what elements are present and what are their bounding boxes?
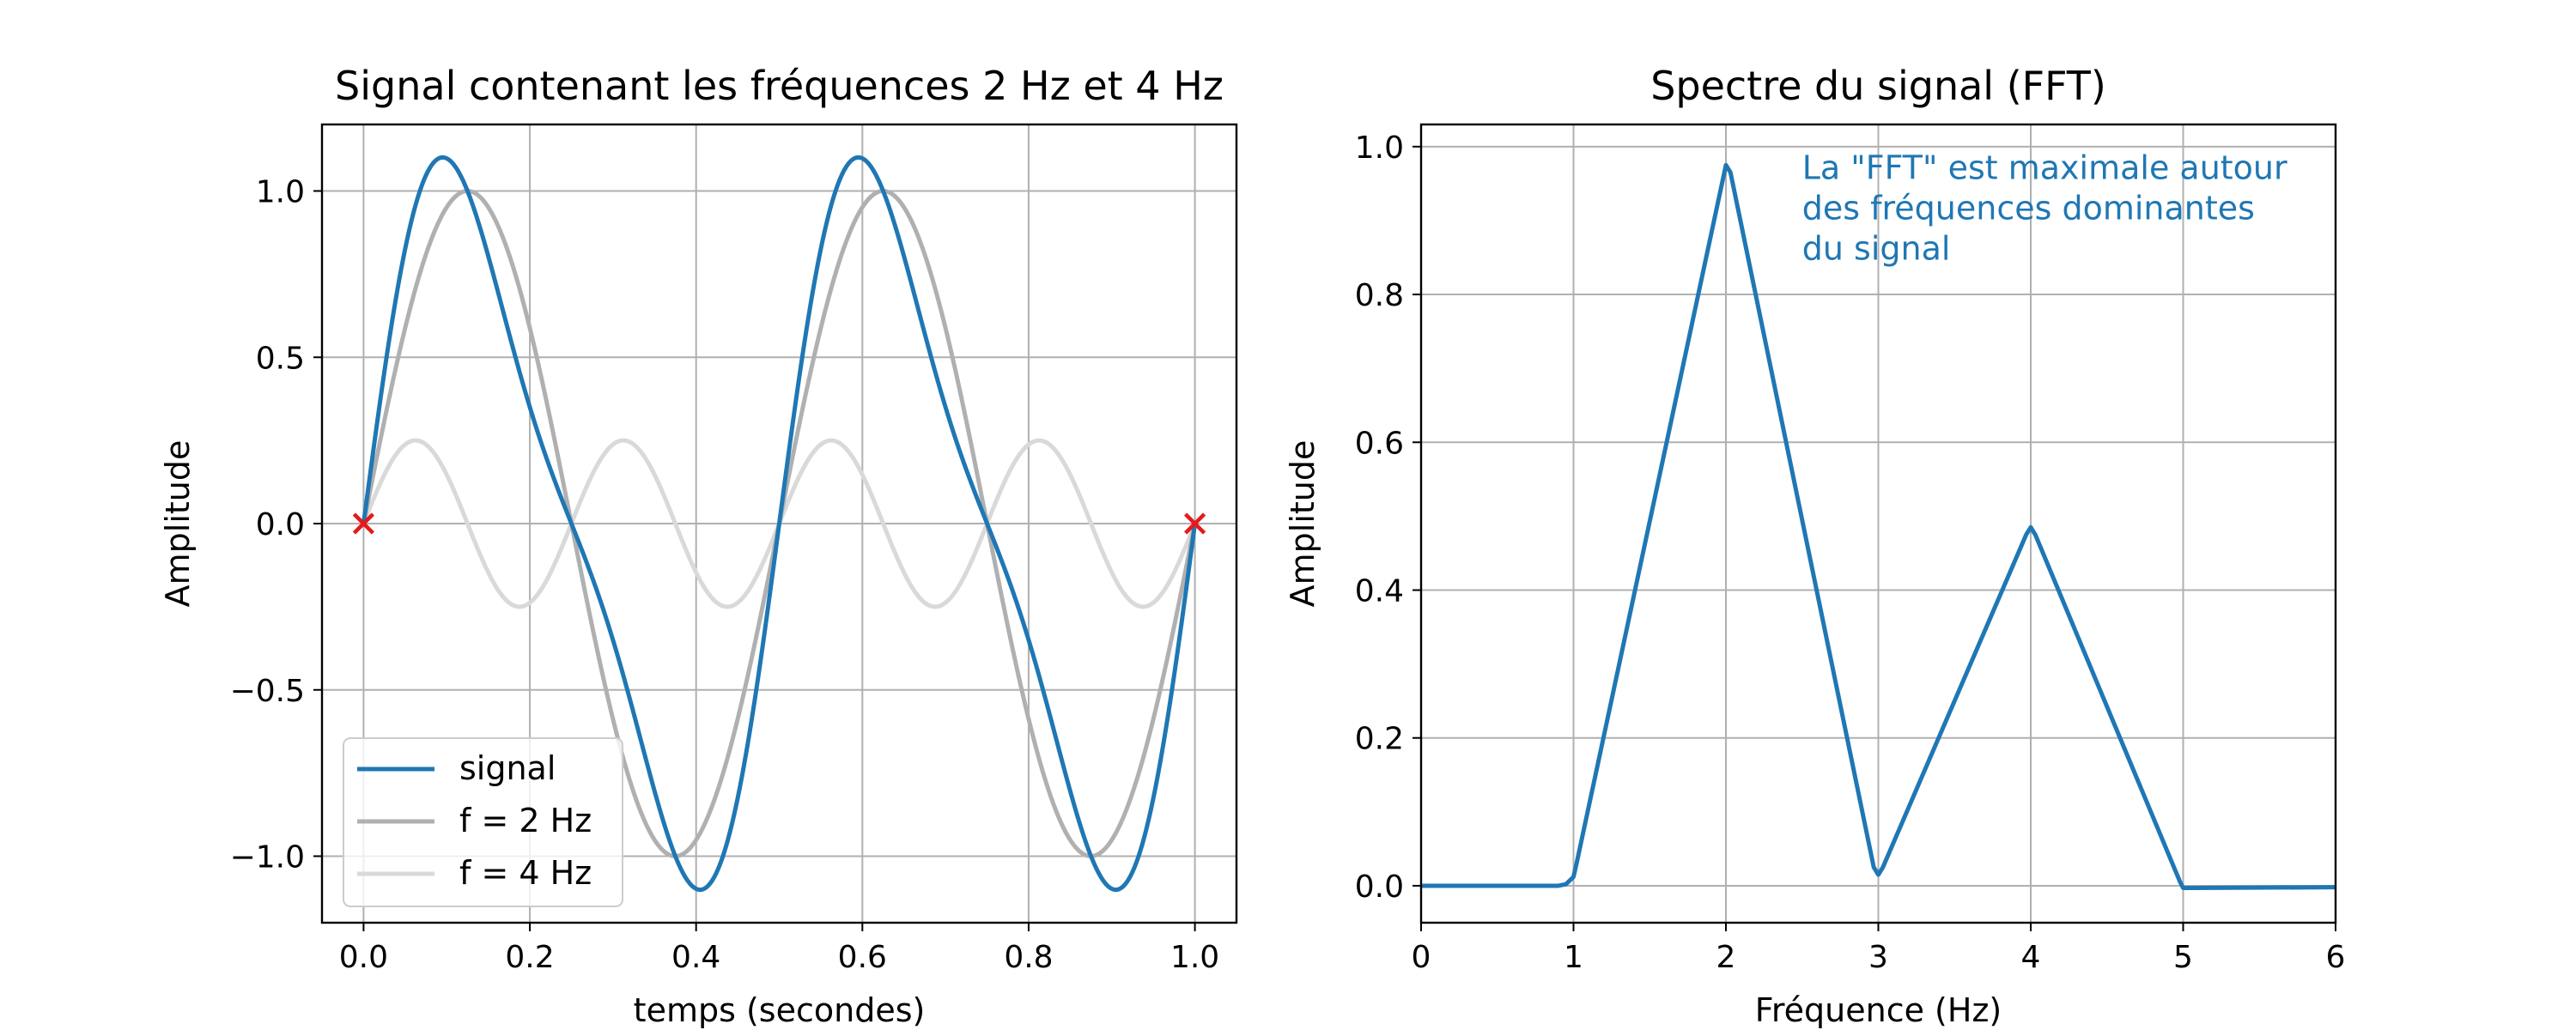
time-x-axis-label: temps (secondes) — [634, 991, 926, 1029]
legend-label-signal: signal — [459, 749, 556, 787]
time-x-tick-label: 0.6 — [838, 940, 887, 975]
time-ticks: 0.0 0.2 0.4 0.6 0.8 1.0 −1.0 −0.5 0.0 0.5 1.0 — [230, 175, 1220, 976]
time-y-tick-label: 1.0 — [256, 175, 305, 210]
fft-annotation-line: du signal — [1802, 230, 1951, 268]
fft-x-tick-label: 4 — [2021, 940, 2041, 975]
fft-y-tick-label: 0.0 — [1355, 869, 1404, 905]
fft-spectrum-line — [1421, 162, 2336, 891]
time-x-tick-label: 0.8 — [1004, 940, 1053, 975]
signal-line — [361, 154, 1198, 893]
fft-y-tick-label: 0.4 — [1355, 574, 1404, 609]
time-legend: signal f = 2 Hz f = 4 Hz — [343, 737, 623, 907]
fft-x-tick-label: 2 — [1716, 940, 1736, 975]
fft-annotation-line: La "FFT" est maximale autour — [1802, 149, 2287, 187]
time-y-tick-label: 0.0 — [256, 507, 305, 542]
legend-label-2hz: f = 2 Hz — [459, 802, 592, 839]
fft-annotation-line: des fréquences dominantes — [1802, 190, 2255, 227]
fft-x-tick-label: 1 — [1564, 940, 1583, 975]
fft-x-tick-label: 6 — [2326, 940, 2346, 975]
time-y-tick-label: 0.5 — [256, 341, 305, 376]
time-x-tick-label: 1.0 — [1170, 940, 1219, 975]
fft-ticks: 0 1 2 3 4 5 6 0.0 0.2 0.4 0.6 0.8 1.0 — [1355, 130, 2346, 975]
time-x-tick-label: 0.0 — [339, 940, 388, 975]
fft-y-tick-label: 0.8 — [1355, 278, 1404, 313]
time-signal-chart: Signal contenant les fréquences 2 Hz et … — [159, 63, 1238, 1029]
fft-y-tick-label: 1.0 — [1355, 130, 1404, 166]
fft-y-tick-label: 0.6 — [1355, 426, 1404, 461]
time-chart-title: Signal contenant les fréquences 2 Hz et … — [335, 63, 1224, 109]
time-x-tick-label: 0.2 — [505, 940, 554, 975]
fft-plot-area — [1421, 162, 2336, 891]
legend-label-4hz: f = 4 Hz — [459, 854, 592, 892]
time-y-axis-label: Amplitude — [159, 440, 197, 608]
fft-y-axis-label: Amplitude — [1284, 440, 1321, 608]
time-y-tick-label: −0.5 — [230, 674, 305, 709]
zero-crossing-marker — [352, 512, 375, 535]
fft-x-tick-label: 0 — [1412, 940, 1431, 975]
fft-y-tick-label: 0.2 — [1355, 722, 1404, 757]
fft-x-tick-label: 5 — [2173, 940, 2193, 975]
time-y-tick-label: −1.0 — [230, 840, 305, 876]
fft-x-tick-label: 3 — [1868, 940, 1888, 975]
legend-box — [343, 737, 623, 907]
fft-spectrum-chart: Spectre du signal (FFT) 0 1 2 3 4 5 6 0.0 0.2 0.4… — [1284, 63, 2345, 1029]
zero-crossing-marker — [1183, 512, 1206, 535]
time-x-tick-label: 0.4 — [671, 940, 720, 975]
fft-x-axis-label: Fréquence (Hz) — [1755, 991, 2002, 1029]
time-plot-area — [361, 154, 1198, 893]
fft-chart-title: Spectre du signal (FFT) — [1650, 63, 2106, 109]
